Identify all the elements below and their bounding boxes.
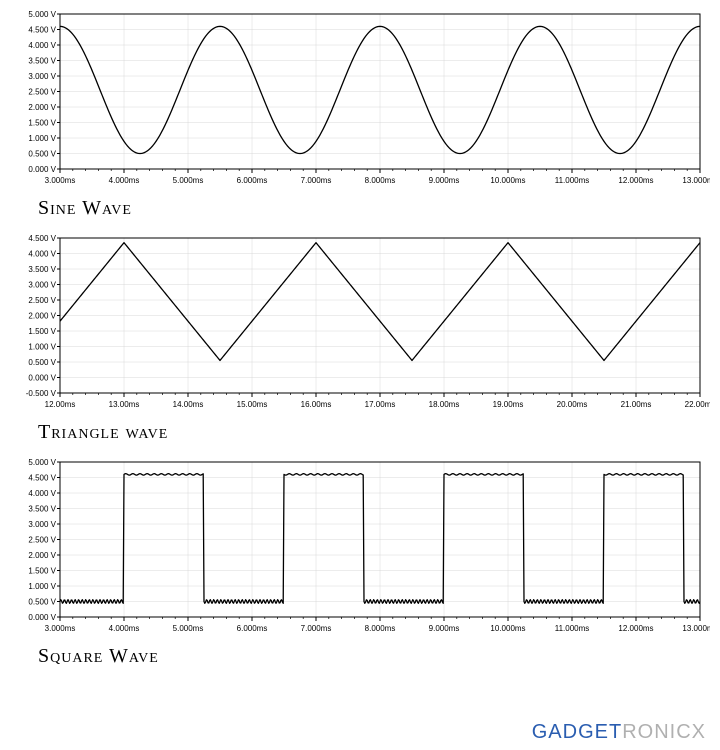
sine-title: Sine Wave xyxy=(38,197,710,220)
svg-text:4.000ms: 4.000ms xyxy=(109,176,140,185)
svg-text:0.000 V: 0.000 V xyxy=(28,374,56,383)
svg-text:22.00ms: 22.00ms xyxy=(685,400,710,409)
watermark: GADGETRONICX xyxy=(532,721,706,744)
sine-svg: 0.000 V 0.500 V 1.000 V 1.500 V 2.000 V 2.500… xyxy=(10,10,710,191)
sine-chart: A: out 0.000 V0.500 V1.000 V1.500 V2.000… xyxy=(10,10,710,191)
svg-text:2.500 V: 2.500 V xyxy=(28,296,56,305)
svg-text:15.00ms: 15.00ms xyxy=(237,400,268,409)
svg-text:1.000 V: 1.000 V xyxy=(28,134,56,143)
svg-text:7.000ms: 7.000ms xyxy=(301,624,332,633)
svg-text:9.000ms: 9.000ms xyxy=(429,624,460,633)
svg-text:0.000 V: 0.000 V xyxy=(28,613,56,622)
svg-text:4.000ms: 4.000ms xyxy=(109,624,140,633)
svg-text:4.500 V: 4.500 V xyxy=(28,474,56,483)
svg-text:5.000 V: 5.000 V xyxy=(28,458,56,467)
svg-text:12.00ms: 12.00ms xyxy=(45,400,76,409)
svg-text:1.000 V: 1.000 V xyxy=(28,343,56,352)
svg-text:1.000 V: 1.000 V xyxy=(28,582,56,591)
svg-text:18.00ms: 18.00ms xyxy=(429,400,460,409)
svg-text:2.500 V: 2.500 V xyxy=(28,88,56,97)
svg-text:8.000ms: 8.000ms xyxy=(365,176,396,185)
svg-text:20.00ms: 20.00ms xyxy=(557,400,588,409)
svg-text:3.000 V: 3.000 V xyxy=(28,72,56,81)
svg-text:10.000ms: 10.000ms xyxy=(490,624,525,633)
sine-panel: A: out 0.000 V0.500 V1.000 V1.500 V2.000… xyxy=(10,10,710,220)
svg-text:-0.500 V: -0.500 V xyxy=(26,389,57,398)
triangle-panel: A: out -0.500 V0.000 V0.500 V1.000 V1.50… xyxy=(10,234,710,444)
svg-text:16.00ms: 16.00ms xyxy=(301,400,332,409)
svg-text:4.500 V: 4.500 V xyxy=(28,234,56,243)
svg-text:7.000ms: 7.000ms xyxy=(301,176,332,185)
svg-text:11.000ms: 11.000ms xyxy=(555,624,590,633)
svg-text:2.000 V: 2.000 V xyxy=(28,103,56,112)
svg-text:4.500 V: 4.500 V xyxy=(28,26,56,35)
svg-text:3.000 V: 3.000 V xyxy=(28,520,56,529)
svg-text:3.500 V: 3.500 V xyxy=(28,57,56,66)
svg-text:0.500 V: 0.500 V xyxy=(28,150,56,159)
svg-text:13.000ms: 13.000ms xyxy=(682,176,710,185)
svg-text:3.000 V: 3.000 V xyxy=(28,281,56,290)
svg-text:9.000ms: 9.000ms xyxy=(429,176,460,185)
svg-text:0.000 V: 0.000 V xyxy=(28,165,56,174)
svg-text:3.500 V: 3.500 V xyxy=(28,265,56,274)
square-chart: A: out 0.000 V0.500 V1.000 V1.500 V2.000… xyxy=(10,458,710,639)
svg-text:3.000ms: 3.000ms xyxy=(45,176,76,185)
page-root: A: out 0.000 V0.500 V1.000 V1.500 V2.000… xyxy=(0,0,720,750)
svg-text:4.000 V: 4.000 V xyxy=(28,489,56,498)
svg-text:2.000 V: 2.000 V xyxy=(28,312,56,321)
svg-text:17.00ms: 17.00ms xyxy=(365,400,396,409)
svg-text:3.500 V: 3.500 V xyxy=(28,505,56,514)
svg-text:1.500 V: 1.500 V xyxy=(28,119,56,128)
svg-text:5.000ms: 5.000ms xyxy=(173,624,204,633)
svg-text:11.000ms: 11.000ms xyxy=(555,176,590,185)
svg-text:1.500 V: 1.500 V xyxy=(28,567,56,576)
svg-text:2.000 V: 2.000 V xyxy=(28,551,56,560)
svg-text:4.000 V: 4.000 V xyxy=(28,250,56,259)
triangle-title: Triangle wave xyxy=(38,421,710,444)
svg-text:10.000ms: 10.000ms xyxy=(490,176,525,185)
square-svg: 0.000 V 0.500 V 1.000 V 1.500 V 2.000 V 2.500… xyxy=(10,458,710,639)
svg-text:19.00ms: 19.00ms xyxy=(493,400,524,409)
svg-text:2.500 V: 2.500 V xyxy=(28,536,56,545)
svg-text:21.00ms: 21.00ms xyxy=(621,400,652,409)
triangle-svg: -0.500 V 0.000 V 0.500 V 1.000 V 1.500 V 2.00… xyxy=(10,234,710,415)
svg-text:5.000 V: 5.000 V xyxy=(28,10,56,19)
svg-text:5.000ms: 5.000ms xyxy=(173,176,204,185)
square-panel: A: out 0.000 V0.500 V1.000 V1.500 V2.000… xyxy=(10,458,710,668)
svg-text:13.000ms: 13.000ms xyxy=(682,624,710,633)
svg-text:8.000ms: 8.000ms xyxy=(365,624,396,633)
svg-text:13.00ms: 13.00ms xyxy=(109,400,140,409)
svg-text:12.000ms: 12.000ms xyxy=(618,176,653,185)
svg-text:12.000ms: 12.000ms xyxy=(618,624,653,633)
svg-text:6.000ms: 6.000ms xyxy=(237,176,268,185)
svg-text:4.000 V: 4.000 V xyxy=(28,41,56,50)
svg-text:0.500 V: 0.500 V xyxy=(28,358,56,367)
svg-text:1.500 V: 1.500 V xyxy=(28,327,56,336)
watermark-gray: RONICX xyxy=(622,721,706,743)
svg-text:3.000ms: 3.000ms xyxy=(45,624,76,633)
svg-text:0.500 V: 0.500 V xyxy=(28,598,56,607)
watermark-colored: GADGET xyxy=(532,721,622,743)
svg-text:14.00ms: 14.00ms xyxy=(173,400,204,409)
svg-text:6.000ms: 6.000ms xyxy=(237,624,268,633)
triangle-chart: A: out -0.500 V0.000 V0.500 V1.000 V1.50… xyxy=(10,234,710,415)
square-title: Square Wave xyxy=(38,645,710,668)
